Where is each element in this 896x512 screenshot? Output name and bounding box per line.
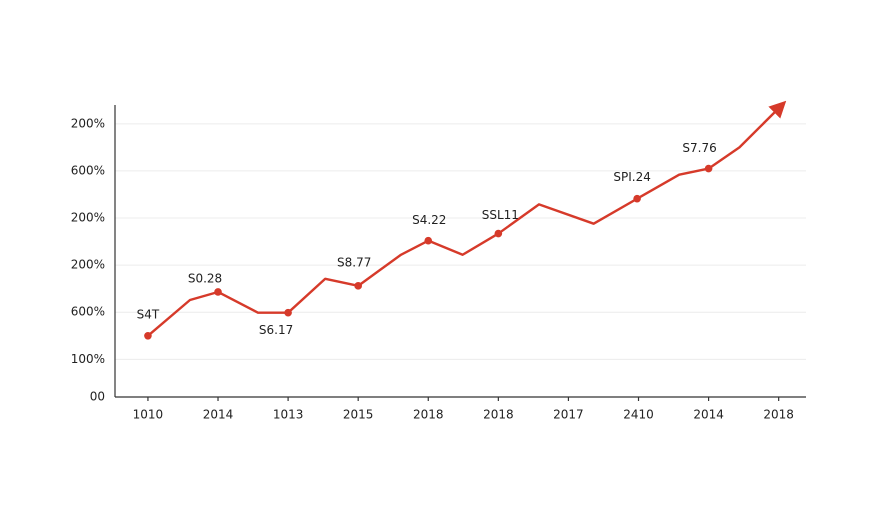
annotation: SPI.24 [613, 170, 650, 184]
y-tick-label: 200% [71, 116, 105, 130]
point-marker [633, 194, 641, 203]
y-tick-label: 600% [71, 163, 105, 177]
x-tick-label: 1010 [133, 408, 164, 422]
point-marker [424, 236, 433, 245]
y-tick-label: 200% [71, 258, 105, 272]
annotation: S0.28 [188, 271, 222, 285]
x-tick-label: 2018 [483, 408, 514, 422]
annotation: S6.17 [259, 323, 293, 337]
x-tick-label: 2018 [413, 408, 444, 422]
annotation: S4T [137, 307, 160, 321]
x-tick-label: 2017 [553, 408, 584, 422]
point-marker [284, 308, 292, 317]
x-tick-label: 2018 [763, 408, 794, 422]
y-tick-label: 200% [71, 211, 105, 225]
point-marker [214, 288, 222, 296]
point-marker [144, 331, 152, 340]
x-tick-label: 2410 [623, 408, 654, 422]
y-tick-label: 600% [71, 305, 105, 319]
x-tick-label: 2014 [203, 408, 234, 422]
point-marker [494, 229, 503, 238]
x-tick-label: 2014 [693, 408, 724, 422]
annotation: SSL11 [482, 208, 519, 222]
annotation: S4.22 [412, 213, 446, 227]
line [147, 100, 787, 337]
x-tick-label: 1013 [273, 408, 304, 422]
annotation: S8.77 [337, 255, 371, 269]
annotation: S7.76 [682, 141, 716, 155]
point-marker [354, 282, 362, 290]
y-tick-label: 100% [71, 352, 105, 366]
y-tick-label: 00 [90, 390, 105, 404]
point-marker [704, 164, 713, 173]
x-tick-label: 2015 [343, 408, 374, 422]
